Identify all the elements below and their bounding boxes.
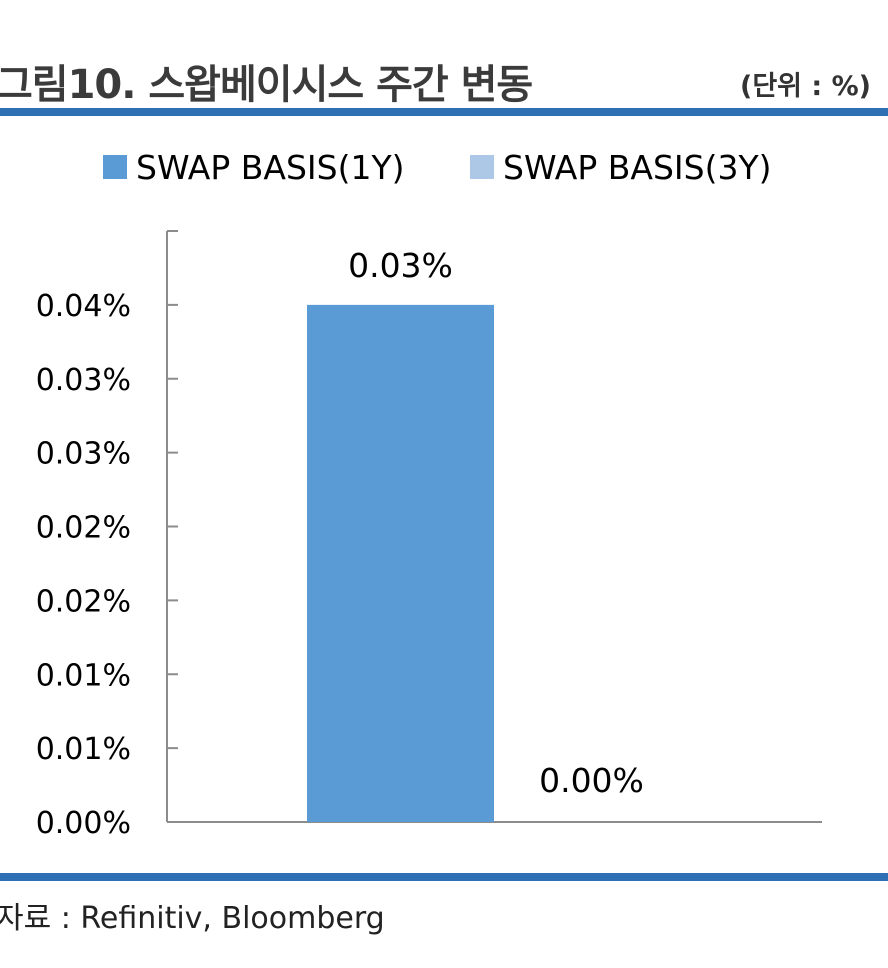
swap-basis-bar-chart: SWAP BASIS(1Y) SWAP BASIS(3Y) 0.00%0.01%0… bbox=[36, 148, 822, 841]
bottom-rule bbox=[0, 873, 888, 881]
bar-series bbox=[307, 304, 494, 822]
data-label-3y: 0.00% bbox=[539, 761, 644, 800]
legend-label-1y: SWAP BASIS(1Y) bbox=[136, 148, 404, 187]
y-axis: 0.00% 0.01% 0.01% 0.02% 0.02% 0.03% 0.03% 0.04% bbox=[36, 230, 822, 841]
legend-label-3y: SWAP BASIS(3Y) bbox=[503, 148, 771, 187]
data-label-1y: 0.03% bbox=[348, 246, 453, 285]
y-tick-label: 0.02% bbox=[36, 511, 131, 546]
y-tick-label: 0.04% bbox=[36, 289, 131, 324]
unit-label: (단위 : %) bbox=[740, 71, 872, 102]
figure-title: 그림10. 스왑베이시스 주간 변동 bbox=[0, 62, 533, 108]
y-tick-label: 0.00% bbox=[36, 806, 131, 841]
y-tick-label: 0.03% bbox=[36, 363, 131, 398]
y-tick-label: 0.01% bbox=[36, 658, 131, 693]
source-note: 자료 : Refinitiv, Bloomberg bbox=[0, 901, 385, 936]
chart-legend: SWAP BASIS(1Y) SWAP BASIS(3Y) bbox=[103, 148, 771, 187]
data-labels: 0.03% 0.00% bbox=[348, 246, 644, 800]
legend-swatch-1y bbox=[103, 155, 127, 179]
y-tick-label: 0.01% bbox=[36, 732, 131, 767]
top-rule bbox=[0, 108, 888, 116]
legend-swatch-3y bbox=[470, 155, 494, 179]
bar-1y bbox=[307, 304, 494, 822]
y-tick-label: 0.02% bbox=[36, 584, 131, 619]
y-tick-label: 0.03% bbox=[36, 437, 131, 472]
